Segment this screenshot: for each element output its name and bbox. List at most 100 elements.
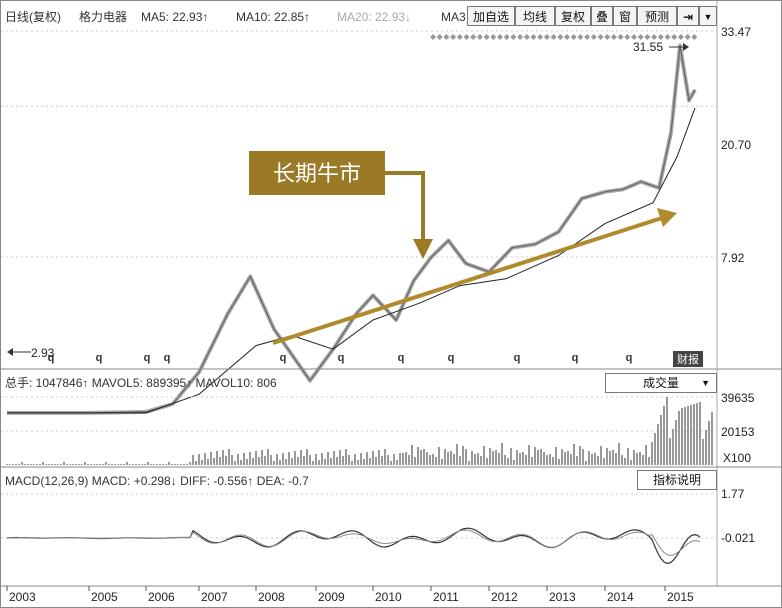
x-tick-label: 2006 <box>148 590 175 604</box>
event-marker <box>677 34 684 40</box>
price-tick-mid: 20.70 <box>721 138 751 152</box>
event-marker <box>631 34 637 40</box>
peak-arrow-icon <box>683 43 689 51</box>
event-marker <box>637 34 644 40</box>
price-line <box>7 45 696 414</box>
x-tick-label: 2013 <box>549 590 576 604</box>
event-marker <box>644 34 651 40</box>
event-marker <box>557 34 564 40</box>
event-marker <box>450 34 457 40</box>
event-marker <box>624 34 631 40</box>
quarter-marker: q <box>448 352 455 364</box>
volume-unit: X100 <box>723 451 751 465</box>
volume-tick-high: 39635 <box>721 391 755 405</box>
financial-badge[interactable] <box>673 351 703 367</box>
event-markers <box>430 34 698 40</box>
event-marker <box>564 34 570 40</box>
x-tick-label: 2010 <box>375 590 402 604</box>
quarter-marker: q <box>514 352 521 364</box>
indicator-select-label: 成交量 <box>642 376 679 390</box>
event-marker <box>604 34 611 40</box>
time-axis: 2003 2005 2006 2007 2008 2009 2010 2011 2012 2013… <box>6 586 694 604</box>
window-button[interactable]: 窗 <box>613 6 637 26</box>
x-tick-label: 2005 <box>91 590 118 604</box>
volume-tick-mid: 20153 <box>721 425 755 439</box>
adjust-button[interactable]: 复权 <box>555 6 591 26</box>
event-marker <box>570 34 577 40</box>
add-watchlist-button[interactable]: 加自选 <box>467 6 515 26</box>
event-marker <box>537 34 544 40</box>
overlay-button[interactable]: 叠 <box>591 6 613 26</box>
quarter-marker: q <box>398 352 405 364</box>
stock-name: 格力电器 <box>79 9 127 24</box>
callout-text: 长期牛市 <box>273 161 361 186</box>
menu-chevron-icon[interactable]: ▼ <box>699 6 717 26</box>
low-label: 2.93 <box>31 346 55 360</box>
callout-arrow-icon <box>413 239 433 259</box>
indicator-help-button[interactable]: 指标说明 <box>637 470 717 490</box>
event-marker <box>651 34 658 40</box>
callout-connector <box>385 171 425 241</box>
event-marker <box>436 34 443 40</box>
forecast-button[interactable]: 预测 <box>637 6 677 26</box>
ma-line-button[interactable]: 均线 <box>515 6 555 26</box>
quarter-marker: q <box>572 352 579 364</box>
low-arrow-icon <box>7 348 13 356</box>
event-marker <box>456 34 463 40</box>
macd-series <box>6 527 701 565</box>
price-band <box>7 43 697 415</box>
event-marker <box>684 34 691 40</box>
quarter-marker: q <box>48 352 55 364</box>
event-marker <box>476 34 483 40</box>
event-marker <box>510 34 517 40</box>
quarter-marker: q <box>164 352 171 364</box>
event-marker <box>430 34 436 40</box>
trend-arrow-icon <box>657 208 677 227</box>
x-tick-label: 2015 <box>667 590 694 604</box>
event-marker <box>584 34 591 40</box>
macd-header: MACD(12,26,9) MACD: +0.298↓ DIFF: -0.556… <box>5 474 309 488</box>
financial-badge-label: 财报 <box>677 352 699 366</box>
event-marker <box>577 34 584 40</box>
event-marker <box>503 34 510 40</box>
indicator-select[interactable]: 成交量 ▼ <box>605 373 717 393</box>
x-tick-label: 2014 <box>607 590 634 604</box>
x-tick-label: 2011 <box>433 590 459 604</box>
volume-bars <box>6 397 713 465</box>
price-gridlines <box>1 30 717 258</box>
event-marker <box>657 34 664 40</box>
event-marker <box>443 34 450 40</box>
event-marker <box>550 34 557 40</box>
event-marker <box>543 34 550 40</box>
x-tick-label: 2003 <box>9 590 36 604</box>
event-marker <box>530 34 537 40</box>
trend-arrow-shaft <box>272 215 666 345</box>
ma30-readout: MA3 <box>441 10 466 24</box>
macd-tick-high: 1.77 <box>721 487 745 501</box>
chevron-down-icon: ▼ <box>701 378 710 388</box>
quarter-marker: q <box>96 352 103 364</box>
line-type-label: 日线(复权) <box>5 10 61 24</box>
price-tick-low: 7.92 <box>721 251 745 265</box>
event-marker <box>483 34 490 40</box>
quarter-marker: q <box>280 352 287 364</box>
event-marker <box>470 34 477 40</box>
quarter-marker: q <box>626 352 633 364</box>
ma20-readout: MA20: 22.93↓ <box>337 10 411 24</box>
dea-line <box>6 529 701 557</box>
price-tick-high: 33.47 <box>721 25 751 39</box>
price-series <box>7 43 697 415</box>
x-tick-label: 2008 <box>258 590 285 604</box>
volume-header: 总手: 1047846↑ MAVOL5: 889395↑ MAVOL10: 80… <box>5 376 277 390</box>
event-marker <box>617 34 624 40</box>
event-marker <box>523 34 530 40</box>
quarter-marker: q <box>338 352 345 364</box>
x-tick-label: 2012 <box>491 590 518 604</box>
event-marker <box>517 34 524 40</box>
pin-icon[interactable]: ⇥ <box>677 6 699 26</box>
peak-label: 31.55 <box>633 40 663 54</box>
x-tick-label: 2007 <box>201 590 228 604</box>
